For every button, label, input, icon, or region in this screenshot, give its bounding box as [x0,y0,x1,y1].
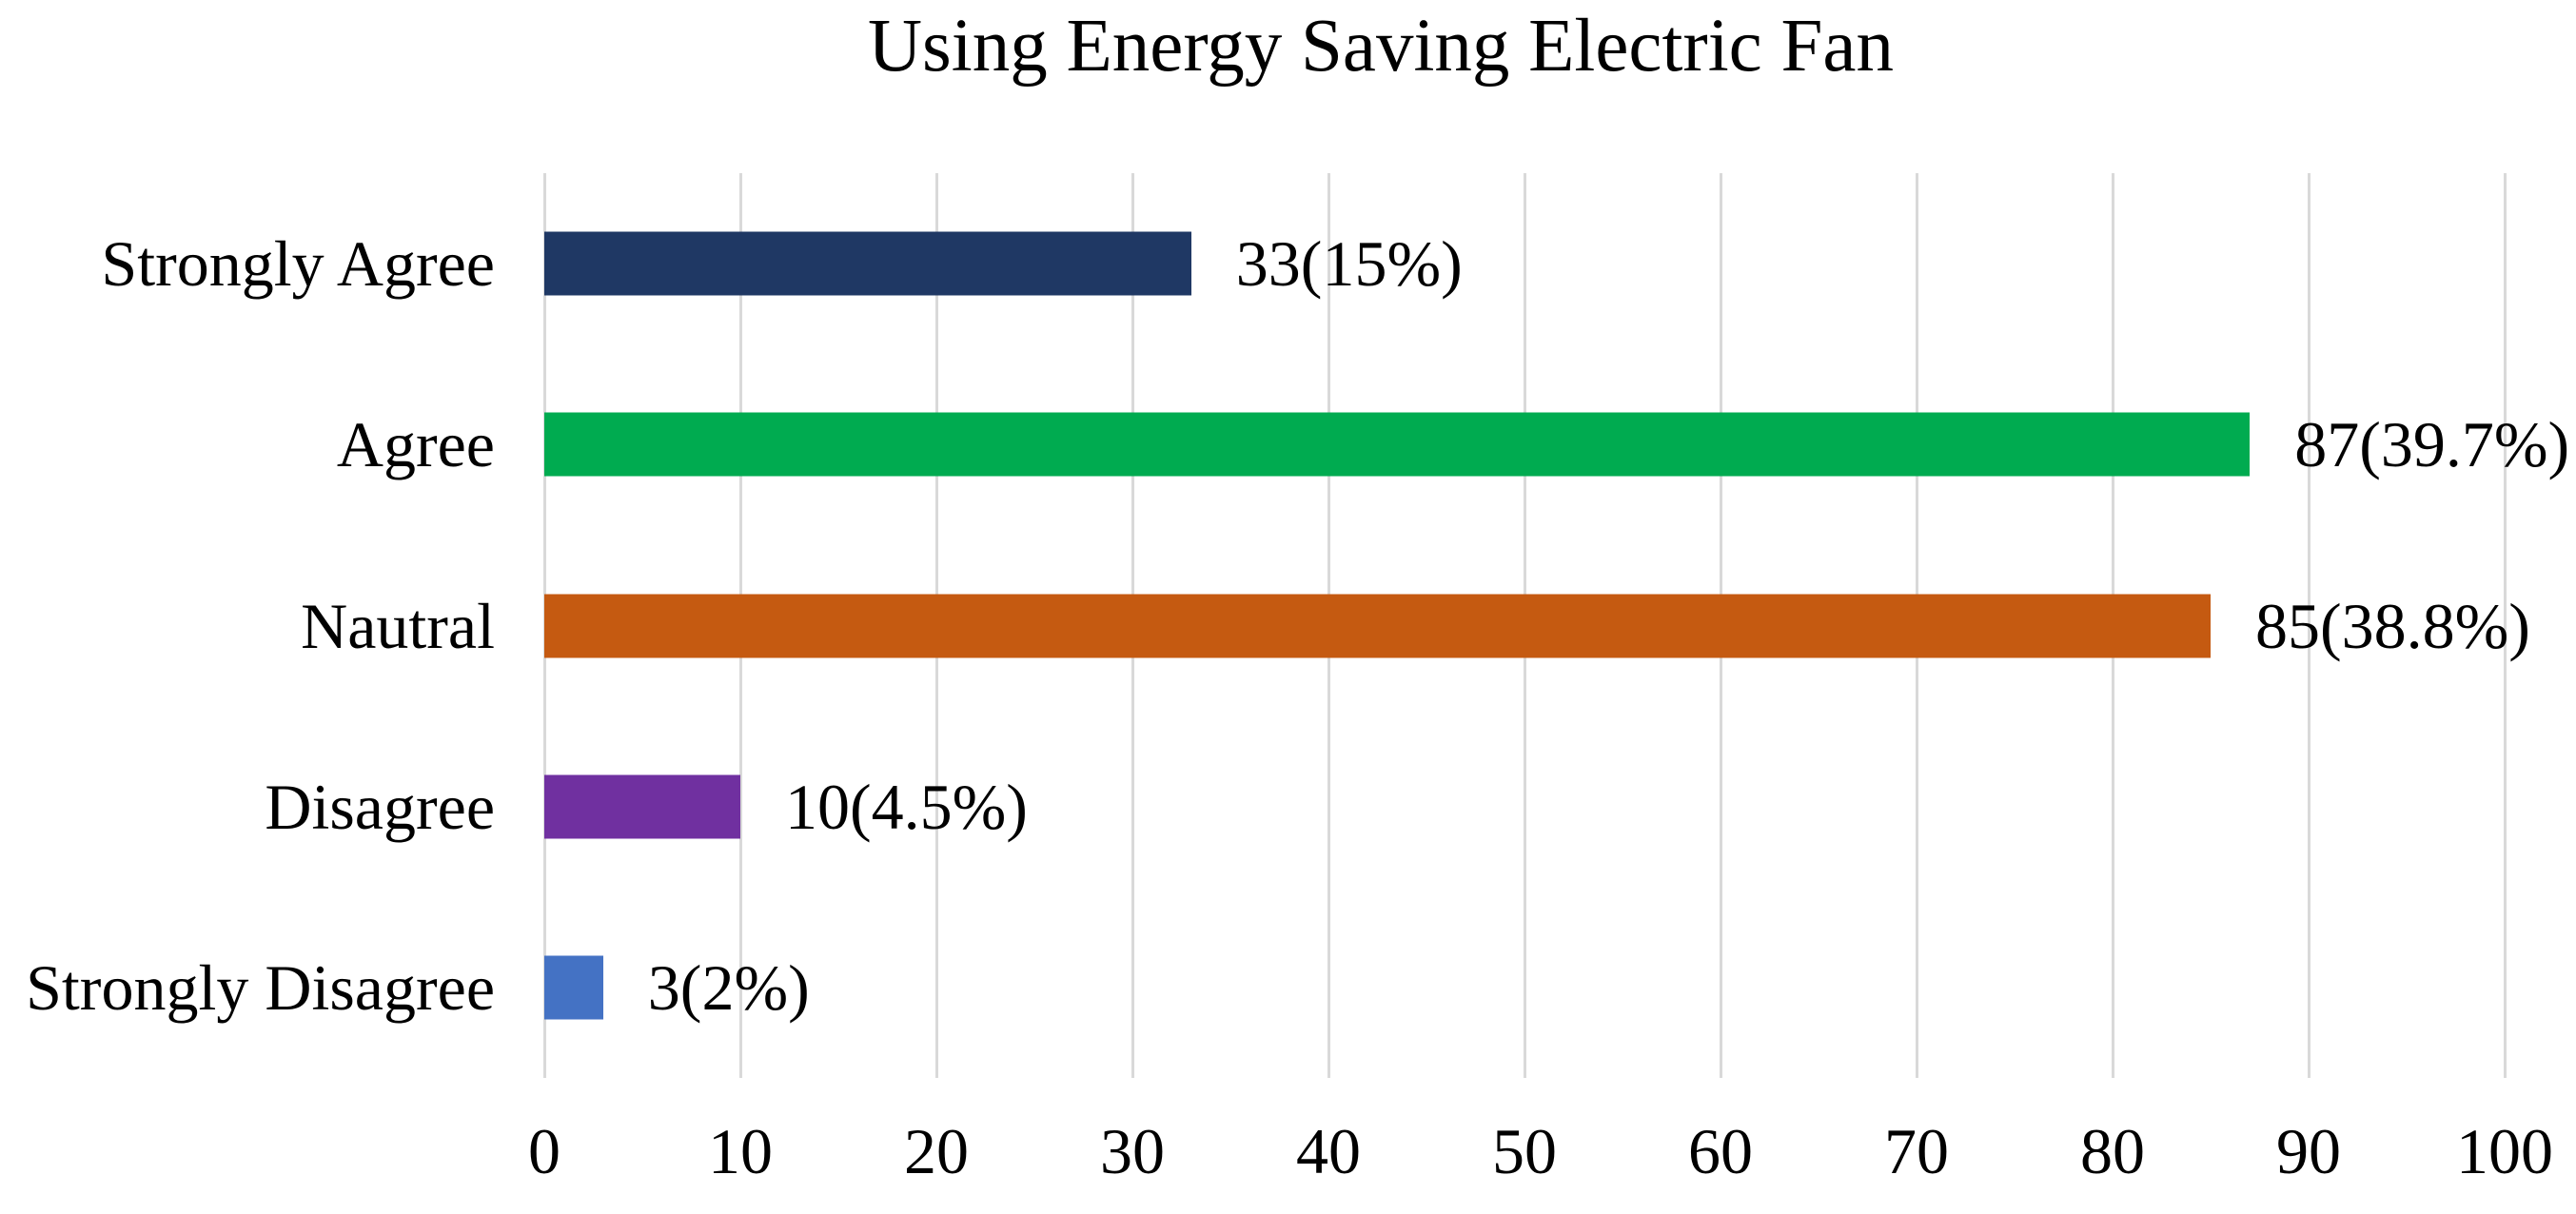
x-tick-label: 60 [1688,1115,1753,1187]
x-tick-label: 70 [1884,1115,1949,1187]
bar-value-label: 85(38.8%) [2255,589,2530,662]
category-label-disagree: Disagree [265,770,495,843]
bar-strongly-disagree [544,955,603,1020]
category-label-strongly-disagree: Strongly Disagree [26,950,495,1024]
x-tick-label: 90 [2276,1115,2341,1187]
bar-value-label: 33(15%) [1235,227,1463,301]
x-tick-label: 40 [1296,1115,1361,1187]
x-tick-label: 20 [904,1115,969,1187]
x-tick-label: 50 [1492,1115,1557,1187]
x-tick-label: 100 [2456,1115,2553,1187]
bar-agree [544,412,2251,477]
category-label-strongly-agree: Strongly Agree [101,227,495,301]
bar-disagree [544,774,740,839]
gridline-100 [2503,173,2507,1078]
category-label-agree: Agree [336,408,495,481]
x-tick-label: 30 [1100,1115,1165,1187]
category-label-nautral: Nautral [301,589,495,662]
bar-strongly-agree [544,231,1191,296]
bar-value-label: 3(2%) [647,950,810,1024]
chart-title: Using Energy Saving Electric Fan [868,5,1894,88]
x-tick-label: 10 [708,1115,773,1187]
bar-value-label: 10(4.5%) [785,770,1028,843]
bar-nautral [544,594,2211,657]
gridline-90 [2307,173,2311,1078]
bar-value-label: 87(39.7%) [2294,408,2570,481]
x-tick-label: 0 [528,1115,560,1187]
x-tick-label: 80 [2080,1115,2145,1187]
